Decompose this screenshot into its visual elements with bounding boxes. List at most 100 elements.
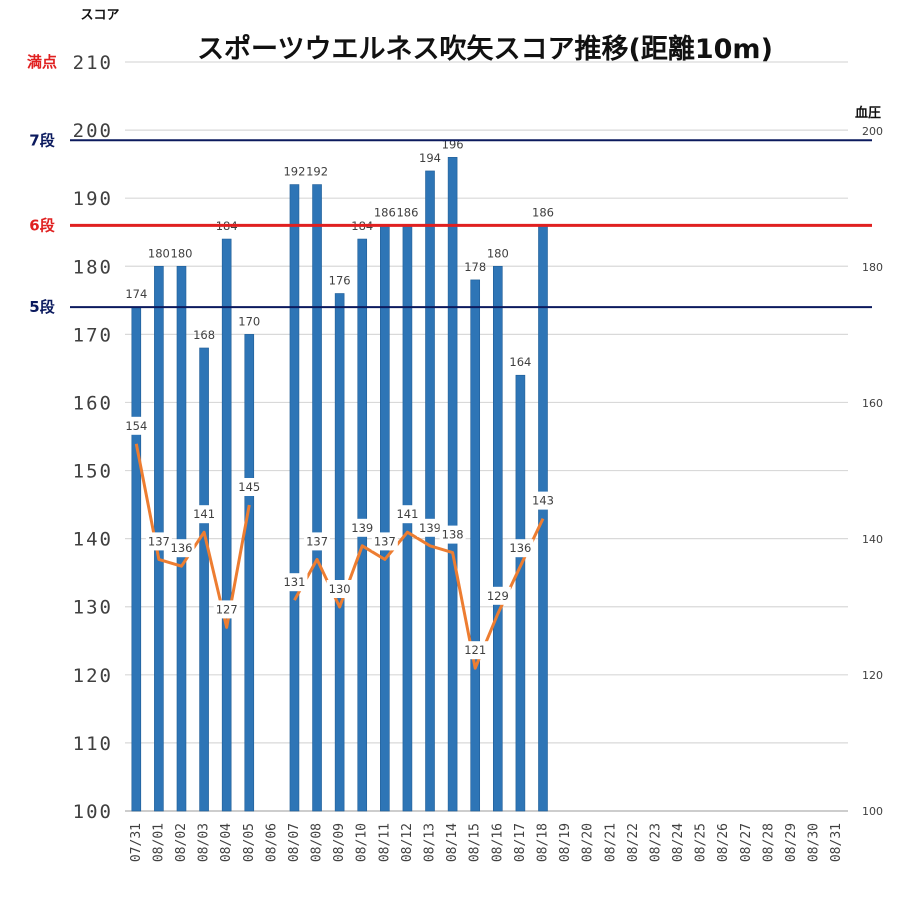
line-data-label-bg (168, 539, 195, 558)
reference-lines: 満点 7段 6段 5段 (27, 53, 872, 316)
x-tick-label: 08/15 (468, 823, 483, 862)
x-tick-label: 07/31 (129, 823, 144, 862)
y2-axis-label: 血圧 (855, 105, 881, 121)
x-tick-label: 08/19 (558, 823, 573, 862)
line-data-label: 129 (487, 589, 509, 603)
x-tick-label: 08/23 (648, 823, 663, 862)
bar-data-label: 192 (283, 165, 305, 179)
bar (447, 157, 458, 812)
bar (312, 184, 322, 812)
x-tick-label: 08/27 (739, 823, 754, 862)
x-tick-label: 08/05 (242, 823, 257, 862)
x-tick-label: 08/31 (829, 823, 844, 862)
y-axis-label: スコア (80, 8, 119, 23)
y2-axis: 100 120 140 160 180 200 (862, 125, 883, 818)
bar-data-label: 180 (171, 246, 193, 260)
x-tick-label: 08/09 (332, 823, 347, 862)
line-data-label-bg (439, 525, 466, 544)
bar-data-label: 164 (509, 355, 531, 369)
reference-line-label: 5段 (29, 298, 54, 316)
bar-data-label: 168 (193, 328, 215, 342)
x-tick-label: 08/18 (535, 823, 550, 862)
y-tick-label: 200 (73, 120, 113, 142)
y-tick-label: 190 (73, 188, 113, 210)
y-tick-label: 110 (73, 733, 113, 755)
line-data-label: 141 (396, 507, 418, 521)
bar-data-label: 176 (329, 274, 351, 288)
x-tick-label: 08/06 (264, 823, 279, 862)
line-data-label-bg (326, 580, 353, 598)
x-tick-label: 08/11 (377, 823, 392, 862)
y2-tick-label: 180 (862, 261, 883, 274)
line-data-label: 145 (238, 480, 260, 494)
x-tick-label: 08/26 (716, 823, 731, 862)
x-tick-label: 08/13 (423, 823, 438, 862)
line-data-label: 137 (306, 534, 328, 548)
x-tick-label: 08/01 (151, 823, 166, 862)
bar (538, 225, 548, 812)
line-data-label: 138 (442, 528, 464, 542)
line-data-label-bg (394, 505, 421, 524)
line-data-label: 154 (125, 419, 147, 433)
y-axis: 100 110 120 130 140 150 160 170 180 190 200 210 (73, 52, 113, 823)
x-tick-label: 08/24 (671, 823, 686, 862)
line-data-label: 136 (509, 541, 531, 555)
bar-data-label: 192 (306, 165, 328, 179)
bar (221, 238, 232, 812)
bar-data-label: 186 (532, 205, 554, 219)
x-tick-label: 08/08 (310, 823, 325, 862)
x-axis: 07/31 08/01 08/02 08/03 08/04 08/05 08/06 08/07… (129, 823, 844, 862)
y-tick-label: 120 (73, 665, 113, 687)
y-tick-label: 140 (73, 529, 113, 551)
bar-data-label: 186 (374, 205, 396, 219)
x-tick-label: 08/07 (287, 823, 302, 862)
line-data-label: 127 (216, 602, 238, 616)
bar-series (131, 157, 548, 812)
line-data-label: 131 (283, 575, 305, 589)
x-tick-label: 08/29 (784, 823, 799, 862)
line-data-label-bg (213, 600, 240, 619)
bar-data-label: 180 (148, 246, 170, 260)
y-tick-label: 170 (73, 324, 113, 346)
bar (176, 265, 187, 812)
bar-data-label: 194 (419, 151, 441, 165)
x-tick-label: 08/21 (603, 823, 618, 862)
y-tick-label: 150 (73, 461, 113, 483)
line-data-label-bg (304, 532, 331, 551)
x-tick-label: 08/10 (355, 823, 370, 862)
line-data-label: 130 (329, 582, 351, 596)
y2-tick-label: 100 (862, 805, 883, 818)
bar-data-label: 180 (487, 246, 509, 260)
line-data-label-bg (281, 573, 308, 592)
y2-tick-label: 120 (862, 669, 883, 682)
x-tick-label: 08/03 (197, 823, 212, 862)
line-data-label-bg (507, 539, 534, 558)
bar (289, 184, 300, 812)
line-data-label: 143 (532, 494, 554, 508)
y2-tick-label: 160 (862, 397, 883, 410)
y-tick-label: 100 (73, 801, 113, 823)
line-series-path (293, 517, 545, 670)
bar-data-labels: 1741801801681841701921921761841861861941… (125, 137, 554, 369)
reference-line-label: 7段 (29, 131, 54, 149)
line-data-label-bg (462, 641, 489, 660)
line-data-label-bg (123, 416, 150, 435)
bar-data-label: 186 (396, 205, 418, 219)
x-tick-label: 08/20 (581, 823, 596, 862)
y-tick-label: 130 (73, 597, 113, 619)
line-data-label: 141 (193, 507, 215, 521)
line-data-label: 121 (464, 643, 486, 657)
reference-line-label: 6段 (29, 216, 54, 234)
line-data-label-bg (236, 478, 263, 496)
bar-data-label: 174 (125, 287, 147, 301)
chart-title: スポーツウエルネス吹矢スコア推移(距離10m) (197, 33, 773, 65)
bar (425, 170, 435, 812)
bar-data-label: 178 (464, 260, 486, 274)
bar (515, 374, 526, 812)
bar (131, 306, 142, 812)
x-tick-label: 08/12 (400, 823, 415, 862)
y2-tick-label: 140 (862, 533, 883, 546)
y2-tick-label: 200 (862, 125, 883, 138)
line-data-label: 139 (351, 521, 373, 535)
gridlines (125, 61, 848, 812)
